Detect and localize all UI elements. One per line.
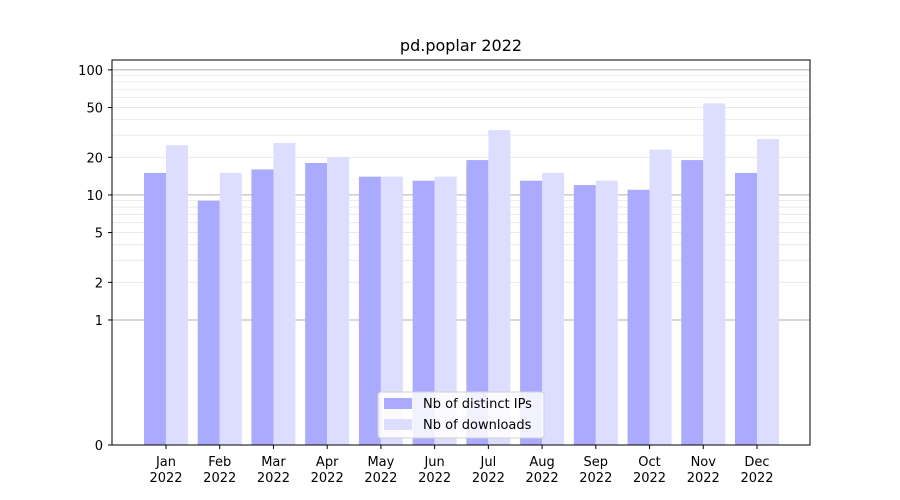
- x-tick-month: Jun: [423, 455, 444, 470]
- y-tick-label: 0: [95, 439, 103, 454]
- x-tick-label: Jul 2022: [472, 455, 505, 486]
- bar-downloads-jul: [488, 130, 511, 445]
- x-tick-label: Mar 2022: [257, 455, 290, 486]
- x-tick-label: Feb 2022: [203, 455, 236, 486]
- x-tick-label: Nov 2022: [687, 455, 720, 486]
- x-tick-label: Apr 2022: [311, 455, 344, 486]
- x-tick-month: Sep: [584, 455, 609, 470]
- legend-box: [377, 391, 545, 439]
- x-tick-year: 2022: [579, 471, 612, 486]
- x-tick-month: Oct: [638, 455, 660, 470]
- x-tick-year: 2022: [311, 471, 344, 486]
- bar-distinct-ips-sep: [573, 185, 596, 445]
- y-tick-label: 5: [95, 227, 103, 242]
- bars: [144, 103, 779, 446]
- bar-distinct-ips-apr: [305, 163, 328, 445]
- x-tick-month: Jan: [155, 455, 176, 470]
- bar-downloads-jun: [434, 176, 457, 445]
- chart-title: pd.poplar 2022: [400, 36, 522, 55]
- bar-distinct-ips-feb: [197, 200, 220, 445]
- x-tick-month: Apr: [316, 455, 339, 470]
- bar-distinct-ips-jul: [466, 160, 489, 445]
- x-tick-year: 2022: [687, 471, 720, 486]
- bar-downloads-aug: [542, 172, 565, 445]
- bar-distinct-ips-dec: [735, 172, 757, 445]
- x-tick-year: 2022: [364, 471, 397, 486]
- y-tick-label: 20: [86, 151, 103, 166]
- x-tick-year: 2022: [633, 471, 666, 486]
- x-tick-month: Aug: [529, 455, 554, 470]
- plot-area-frame: [111, 59, 811, 446]
- bar-downloads-nov: [703, 103, 726, 446]
- x-tick-year: 2022: [740, 471, 773, 486]
- legend-swatch: [384, 419, 412, 430]
- x-tick-label: May 2022: [364, 455, 397, 486]
- y-tick-label: 10: [86, 189, 103, 204]
- bar-distinct-ips-oct: [627, 189, 650, 445]
- bar-distinct-ips-jan: [144, 172, 166, 445]
- x-tick-month: Mar: [261, 455, 286, 470]
- x-tick-month: Dec: [744, 455, 769, 470]
- x-tick-year: 2022: [472, 471, 505, 486]
- bar-downloads-sep: [595, 180, 618, 445]
- bar-distinct-ips-mar: [251, 169, 274, 445]
- x-tick-year: 2022: [526, 471, 559, 486]
- x-tick-label: Dec 2022: [740, 455, 773, 486]
- x-tick-label: Sep 2022: [579, 455, 612, 486]
- x-tick-month: Feb: [208, 455, 231, 470]
- x-tick-year: 2022: [203, 471, 236, 486]
- bar-downloads-dec: [757, 139, 779, 445]
- x-tick-label: Jun 2022: [418, 455, 451, 486]
- y-tick-label: 100: [78, 64, 103, 79]
- legend-label: Nb of distinct IPs: [423, 397, 532, 412]
- bar-distinct-ips-aug: [520, 180, 543, 445]
- x-tick-year: 2022: [149, 471, 182, 486]
- bar-downloads-apr: [327, 157, 350, 445]
- bar-distinct-ips-jun: [412, 180, 435, 445]
- y-tick-label: 1: [95, 314, 103, 329]
- y-axis: 0 1 2 5 10 20 50 100: [78, 64, 112, 454]
- bar-downloads-oct: [649, 149, 672, 446]
- x-tick-label: Jan 2022: [149, 455, 182, 486]
- y-tick-label: 2: [95, 276, 103, 291]
- x-tick-label: Aug 2022: [526, 455, 559, 486]
- x-tick-label: Oct 2022: [633, 455, 666, 486]
- bar-downloads-jan: [166, 145, 188, 445]
- legend-swatch: [384, 398, 412, 409]
- bar-downloads-feb: [219, 172, 242, 445]
- legend-label: Nb of downloads: [423, 418, 532, 433]
- x-tick-month: Nov: [691, 455, 717, 470]
- y-tick-label: 50: [86, 102, 103, 117]
- bar-distinct-ips-may: [358, 176, 381, 445]
- x-tick-month: May: [367, 455, 394, 470]
- bar-distinct-ips-nov: [681, 160, 704, 445]
- x-tick-month: Jul: [480, 455, 497, 470]
- x-tick-year: 2022: [418, 471, 451, 486]
- bar-downloads-may: [380, 176, 403, 445]
- x-tick-year: 2022: [257, 471, 290, 486]
- legend: Nb of distinct IPs Nb of downloads: [377, 391, 545, 439]
- bar-downloads-mar: [273, 143, 296, 445]
